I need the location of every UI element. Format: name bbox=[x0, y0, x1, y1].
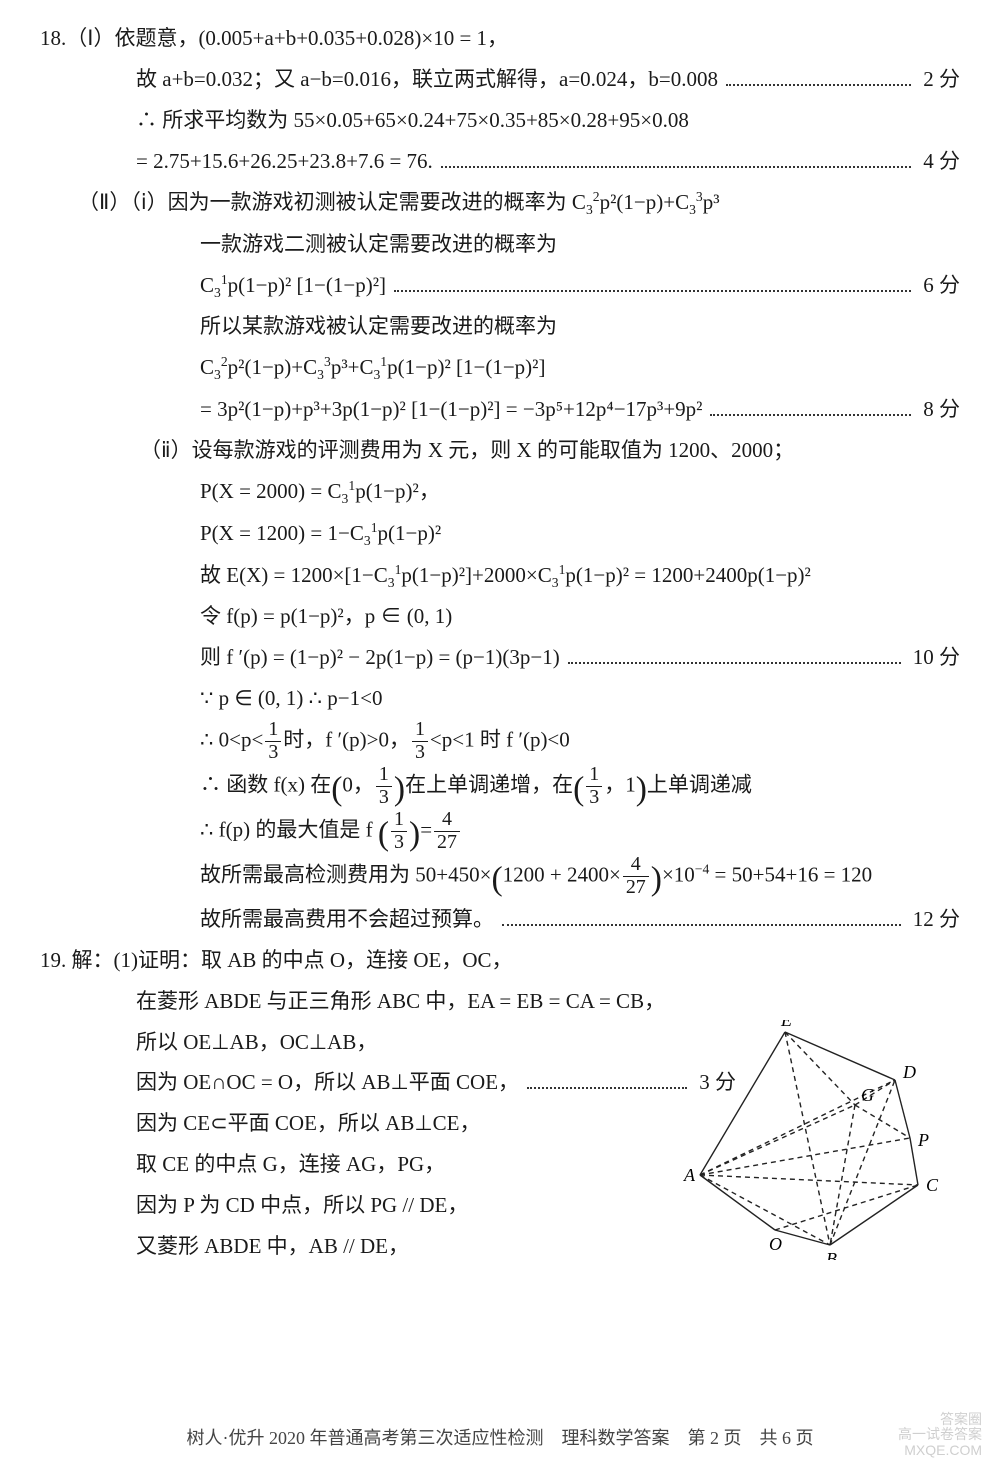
dot-leader bbox=[710, 413, 911, 416]
math-text: ∴ 函数 f(x) 在(0，13)在上单调递增，在(13，1)上单调递减 bbox=[200, 764, 752, 809]
math-text: 因为 OE∩OC = O，所以 AB⊥平面 COE， bbox=[136, 1062, 519, 1103]
math-text: 所以 OE⊥AB，OC⊥AB， bbox=[136, 1022, 377, 1063]
dot-leader bbox=[568, 661, 901, 664]
dot-leader bbox=[527, 1086, 687, 1089]
dot-leader bbox=[726, 83, 911, 86]
text-line: 故 a+b=0.032；又 a−b=0.016，联立两式解得，a=0.024，b… bbox=[40, 59, 960, 100]
page-footer: 树人·优升 2020 年普通高考第三次适应性检测 理科数学答案 第 2 页 共 … bbox=[0, 1424, 1000, 1450]
math-text: 故 a+b=0.032；又 a−b=0.016，联立两式解得，a=0.024，b… bbox=[136, 59, 718, 100]
text-line: 18.（Ⅰ）依题意，(0.005+a+b+0.035+0.028)×10 = 1… bbox=[40, 18, 960, 59]
dot-leader bbox=[394, 289, 911, 292]
math-text: 则 f ′(p) = (1−p)² − 2p(1−p) = (p−1)(3p−1… bbox=[200, 637, 560, 678]
math-text: 取 CE 的中点 G，连接 AG，PG， bbox=[136, 1144, 445, 1185]
math-text: 故 E(X) = 1200×[1−C31p(1−p)²]+2000×C31p(1… bbox=[200, 555, 811, 597]
svg-text:B: B bbox=[826, 1249, 837, 1260]
text-line: ∴ f(p) 的最大值是 f (13)=427 bbox=[40, 809, 960, 854]
svg-text:O: O bbox=[769, 1234, 782, 1254]
math-text: 18.（Ⅰ）依题意，(0.005+a+b+0.035+0.028)×10 = 1… bbox=[40, 18, 508, 59]
text-line: C31p(1−p)² [1−(1−p)²] 6 分 bbox=[40, 265, 960, 307]
text-line: = 3p²(1−p)+p³+3p(1−p)² [1−(1−p)²] = −3p⁵… bbox=[40, 389, 960, 430]
math-text: = 2.75+15.6+26.25+23.8+7.6 = 76. bbox=[136, 141, 433, 182]
math-text: C32p²(1−p)+C33p³+C31p(1−p)² [1−(1−p)²] bbox=[200, 347, 545, 389]
dot-leader bbox=[502, 923, 901, 926]
text-line: 故所需最高检测费用为 50+450×(1200 + 2400×427)×10−4… bbox=[40, 854, 960, 899]
math-text: C31p(1−p)² [1−(1−p)²] bbox=[200, 265, 386, 307]
text-line: 故 E(X) = 1200×[1−C31p(1−p)²]+2000×C31p(1… bbox=[40, 555, 960, 597]
figure-svg: A O B C P D G E bbox=[680, 1020, 940, 1260]
text-line: 则 f ′(p) = (1−p)² − 2p(1−p) = (p−1)(3p−1… bbox=[40, 637, 960, 678]
watermark: 答案圈 高一试卷答案 MXQE.COM bbox=[898, 1412, 982, 1458]
math-text: ∴ 所求平均数为 55×0.05+65×0.24+75×0.35+85×0.28… bbox=[136, 100, 689, 141]
score-mark: 10 分 bbox=[909, 637, 960, 678]
svg-text:D: D bbox=[902, 1062, 916, 1082]
math-text: ∴ 0<p<13时，f ′(p)>0，13<p<1 时 f ′(p)<0 bbox=[200, 719, 570, 764]
text-line: P(X = 1200) = 1−C31p(1−p)² bbox=[40, 513, 960, 555]
text-line: 19. 解：(1)证明：取 AB 的中点 O，连接 OE，OC， bbox=[40, 940, 960, 981]
geometry-figure: A O B C P D G E bbox=[680, 1020, 940, 1260]
svg-text:G: G bbox=[861, 1085, 874, 1105]
text-line: 所以某款游戏被认定需要改进的概率为 bbox=[40, 306, 960, 347]
text-line: C32p²(1−p)+C33p³+C31p(1−p)² [1−(1−p)²] bbox=[40, 347, 960, 389]
math-text: 故所需最高费用不会超过预算。 bbox=[200, 899, 494, 940]
text-line: 令 f(p) = p(1−p)²，p ∈ (0, 1) bbox=[40, 596, 960, 637]
text-line: 一款游戏二测被认定需要改进的概率为 bbox=[40, 224, 960, 265]
svg-text:A: A bbox=[683, 1165, 696, 1185]
text-line: （ⅱ）设每款游戏的评测费用为 X 元，则 X 的可能取值为 1200、2000； bbox=[40, 430, 960, 471]
text-line: P(X = 2000) = C31p(1−p)²， bbox=[40, 471, 960, 513]
math-text: （ⅱ）设每款游戏的评测费用为 X 元，则 X 的可能取值为 1200、2000； bbox=[140, 430, 794, 471]
math-text: 在菱形 ABDE 与正三角形 ABC 中，EA = EB = CA = CB， bbox=[136, 981, 665, 1022]
math-text: 故所需最高检测费用为 50+450×(1200 + 2400×427)×10−4… bbox=[200, 854, 872, 899]
svg-text:P: P bbox=[917, 1130, 929, 1150]
math-text: P(X = 1200) = 1−C31p(1−p)² bbox=[200, 513, 441, 555]
text-line: = 2.75+15.6+26.25+23.8+7.6 = 76. 4 分 bbox=[40, 141, 960, 182]
text-line: 因为 OE∩OC = O，所以 AB⊥平面 COE， 3 分 bbox=[40, 1062, 736, 1103]
text-line: 在菱形 ABDE 与正三角形 ABC 中，EA = EB = CA = CB， bbox=[40, 981, 960, 1022]
dot-leader bbox=[441, 165, 911, 168]
math-text: 所以某款游戏被认定需要改进的概率为 bbox=[200, 306, 557, 347]
text-line: ∴ 函数 f(x) 在(0，13)在上单调递增，在(13，1)上单调递减 bbox=[40, 764, 960, 809]
text-line: ∴ 所求平均数为 55×0.05+65×0.24+75×0.35+85×0.28… bbox=[40, 100, 960, 141]
svg-text:C: C bbox=[926, 1175, 939, 1195]
score-mark: 8 分 bbox=[919, 389, 960, 430]
math-text: 一款游戏二测被认定需要改进的概率为 bbox=[200, 224, 557, 265]
score-mark: 4 分 bbox=[919, 141, 960, 182]
page: 18.（Ⅰ）依题意，(0.005+a+b+0.035+0.028)×10 = 1… bbox=[0, 0, 1000, 1472]
math-text: 因为 P 为 CD 中点，所以 PG // DE， bbox=[136, 1185, 468, 1226]
score-mark: 12 分 bbox=[909, 899, 960, 940]
math-text: P(X = 2000) = C31p(1−p)²， bbox=[200, 471, 440, 513]
score-mark: 6 分 bbox=[919, 265, 960, 306]
score-mark: 2 分 bbox=[919, 59, 960, 100]
math-text: ∴ f(p) 的最大值是 f (13)=427 bbox=[200, 809, 462, 854]
math-text: 因为 CE⊂平面 COE，所以 AB⊥CE， bbox=[136, 1103, 480, 1144]
math-text: 19. 解：(1)证明：取 AB 的中点 O，连接 OE，OC， bbox=[40, 940, 513, 981]
math-text: （Ⅱ）（ⅰ）因为一款游戏初测被认定需要改进的概率为 C32p²(1−p)+C33… bbox=[78, 182, 720, 224]
math-text: 又菱形 ABDE 中，AB // DE， bbox=[136, 1226, 409, 1267]
text-line: ∵ p ∈ (0, 1) ∴ p−1<0 bbox=[40, 678, 960, 719]
math-text: ∵ p ∈ (0, 1) ∴ p−1<0 bbox=[200, 678, 382, 719]
text-line: 故所需最高费用不会超过预算。 12 分 bbox=[40, 899, 960, 940]
math-text: = 3p²(1−p)+p³+3p(1−p)² [1−(1−p)²] = −3p⁵… bbox=[200, 389, 702, 430]
svg-text:E: E bbox=[780, 1020, 792, 1030]
text-line: ∴ 0<p<13时，f ′(p)>0，13<p<1 时 f ′(p)<0 bbox=[40, 719, 960, 764]
math-text: 令 f(p) = p(1−p)²，p ∈ (0, 1) bbox=[200, 596, 452, 637]
text-line: （Ⅱ）（ⅰ）因为一款游戏初测被认定需要改进的概率为 C32p²(1−p)+C33… bbox=[40, 182, 960, 224]
